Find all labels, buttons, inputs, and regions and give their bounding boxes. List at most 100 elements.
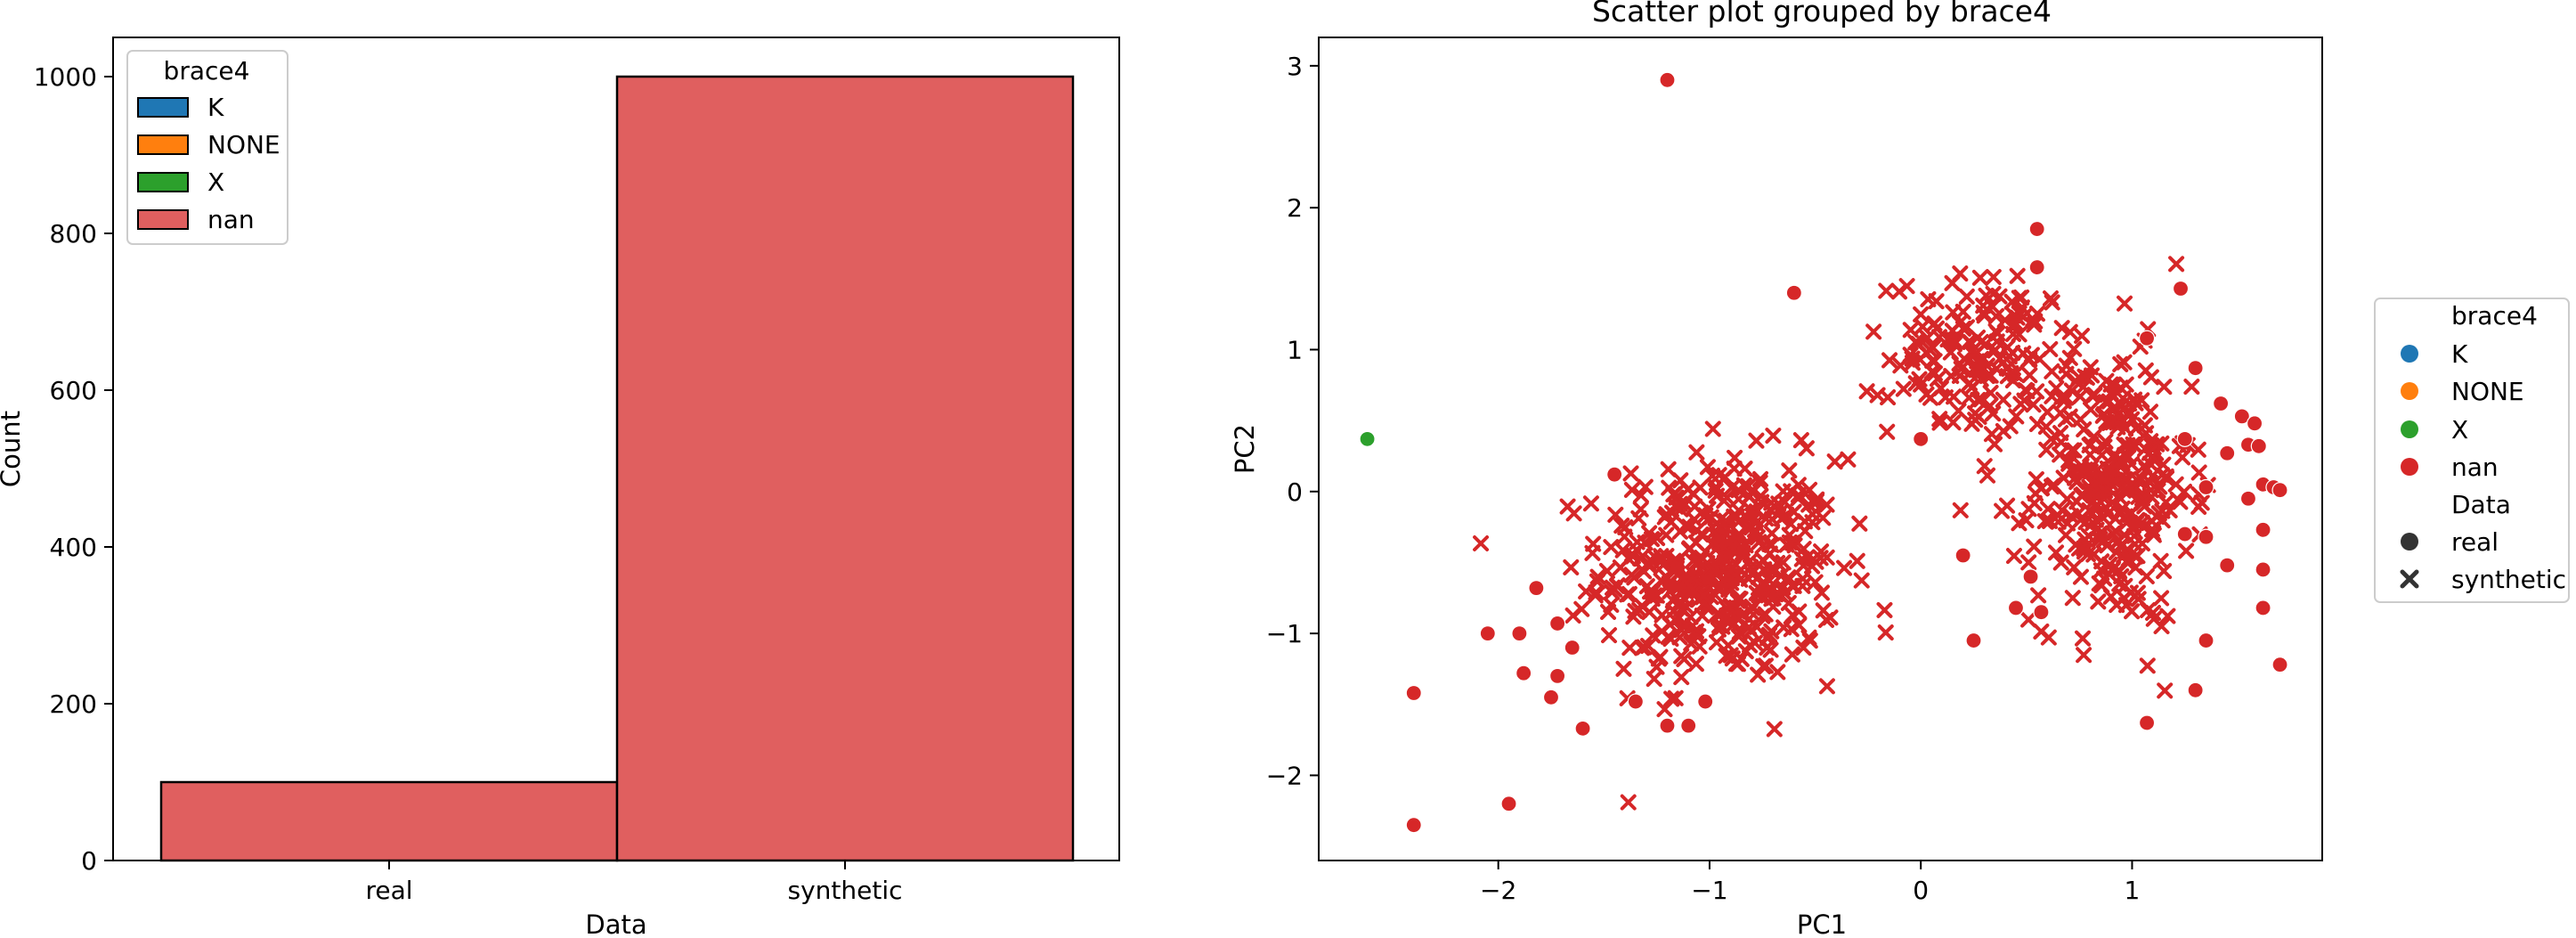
synthetic-point	[2040, 629, 2057, 646]
synthetic-point	[1914, 318, 1931, 335]
synthetic-point	[1707, 482, 1724, 499]
real-point	[1405, 684, 1422, 702]
synthetic-point	[2055, 469, 2072, 486]
synthetic-point	[1943, 368, 1960, 385]
synthetic-point	[1622, 465, 1639, 482]
synthetic-point	[1582, 495, 1599, 512]
synthetic-point	[1741, 610, 1758, 627]
synthetic-point	[1692, 479, 1709, 496]
synthetic-point	[1589, 568, 1606, 585]
histogram-plot-frame	[112, 37, 1120, 861]
y-tick-label: 800	[50, 219, 97, 249]
real-point	[1785, 284, 1802, 301]
synthetic-point	[2126, 535, 2143, 552]
synthetic-point	[1964, 341, 1981, 358]
synthetic-point	[1667, 559, 1684, 575]
real-point	[1697, 693, 1714, 710]
synthetic-point	[2074, 327, 2091, 344]
synthetic-point	[1794, 577, 1811, 594]
synthetic-point	[2028, 383, 2045, 400]
synthetic-point	[1985, 269, 2002, 286]
synthetic-point	[1699, 459, 1716, 476]
real-point	[2022, 568, 2039, 585]
real-point	[1913, 430, 1930, 447]
synthetic-point	[1991, 350, 2008, 367]
scatter-y-ticks: −2 −1 0 1 2 3	[1266, 52, 1319, 790]
synthetic-point	[1969, 353, 1986, 370]
real-point	[2219, 557, 2236, 574]
synthetic-point	[2018, 512, 2035, 529]
synthetic-point	[1849, 552, 1865, 569]
synthetic-point	[2005, 548, 2022, 565]
synthetic-point	[1743, 519, 1760, 536]
synthetic-point	[1987, 436, 2003, 453]
real-point	[2028, 220, 2045, 238]
synthetic-point	[2067, 469, 2084, 486]
synthetic-point	[1716, 549, 1733, 566]
synthetic-point	[1753, 575, 1770, 592]
synthetic-point	[1695, 588, 1712, 605]
real-point	[1500, 795, 1517, 812]
synthetic-point	[1851, 515, 1868, 532]
synthetic-point	[2073, 458, 2090, 475]
synthetic-point	[1723, 479, 1740, 496]
synthetic-point	[1800, 629, 1817, 646]
scatter-legend-style-title: Data	[2451, 490, 2511, 519]
synthetic-point	[2157, 682, 2174, 699]
synthetic-point	[2008, 408, 2025, 425]
synthetic-point	[1799, 549, 1816, 566]
scatter-legend-real: real	[2451, 527, 2499, 557]
synthetic-point	[1942, 344, 1959, 361]
scatter-legend-nan: nan	[2451, 453, 2499, 482]
synthetic-point	[2127, 548, 2144, 565]
synthetic-point	[1621, 585, 1637, 602]
synthetic-point	[1673, 669, 1690, 686]
synthetic-point	[1954, 303, 1971, 320]
synthetic-point	[2140, 602, 2157, 619]
legend-swatch-k	[137, 97, 189, 118]
synthetic-point	[1735, 477, 1752, 493]
real-point	[2239, 490, 2257, 507]
synthetic-point	[2112, 355, 2129, 372]
synthetic-point	[1603, 539, 1620, 556]
synthetic-point	[2005, 316, 2022, 333]
synthetic-point	[1946, 388, 1962, 405]
real-point	[1965, 632, 1982, 649]
scatter-y-axis-label: PC2	[1230, 424, 1260, 474]
synthetic-point	[2064, 590, 2081, 607]
synthetic-point	[1632, 550, 1649, 567]
synthetic-point	[1761, 535, 1778, 552]
synthetic-point	[2127, 395, 2144, 412]
synthetic-point	[1718, 648, 1735, 665]
synthetic-point	[1958, 288, 1975, 305]
synthetic-point	[1644, 553, 1661, 570]
synthetic-point	[1711, 467, 1727, 484]
synthetic-point	[2081, 436, 2098, 453]
synthetic-point	[2021, 367, 2038, 384]
x-tick-label: −1	[1691, 876, 1727, 905]
synthetic-point	[2013, 289, 2030, 306]
synthetic-point	[2096, 491, 2113, 508]
synthetic-point	[1919, 330, 1936, 347]
y-tick-label: 1000	[34, 62, 97, 92]
synthetic-point	[1722, 647, 1739, 664]
real-point	[1516, 665, 1532, 681]
real-point	[2271, 482, 2288, 499]
synthetic-point	[1952, 502, 1969, 518]
synthetic-point	[1744, 507, 1761, 524]
synthetic-point	[1815, 510, 1832, 526]
real-point	[1549, 615, 1566, 632]
synthetic-point	[2082, 463, 2099, 480]
synthetic-point	[2042, 290, 2059, 306]
y-tick-label: 1	[1287, 335, 1303, 364]
real-point	[2176, 526, 2193, 542]
synthetic-point	[1798, 440, 1815, 457]
synthetic-point	[1629, 542, 1646, 559]
synthetic-point	[2137, 362, 2154, 379]
synthetic-point	[1994, 502, 2011, 519]
synthetic-point	[2136, 417, 2153, 434]
synthetic-point	[1776, 619, 1792, 636]
synthetic-point	[1621, 640, 1638, 657]
legend-label-x: X	[207, 167, 224, 197]
synthetic-point	[2012, 396, 2029, 412]
